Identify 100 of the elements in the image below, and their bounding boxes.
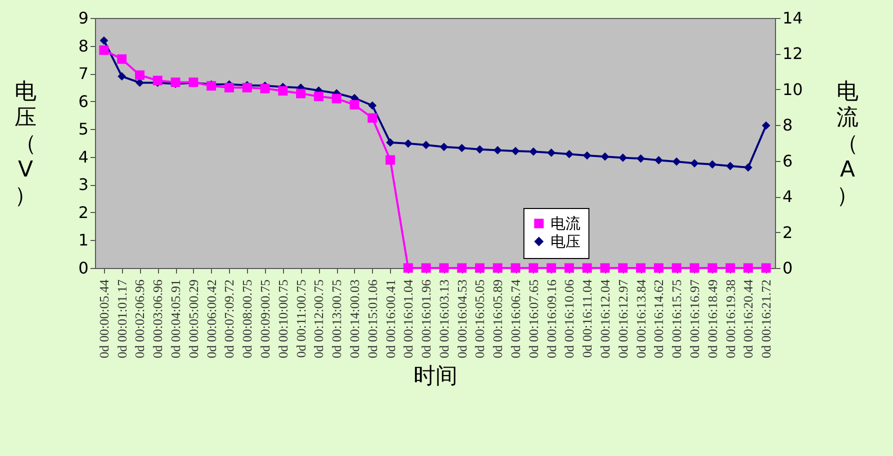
point <box>474 263 484 273</box>
point <box>618 263 628 273</box>
point <box>134 70 144 80</box>
y-axis-title: 电压（V） <box>14 80 36 208</box>
x-tick-label: 0d 00:04:05.91 <box>168 280 184 358</box>
point <box>224 82 234 92</box>
x-tick-label: 0d 00:06:00.42 <box>204 280 219 358</box>
point <box>636 263 646 273</box>
x-tick-label: 0d 00:16:19.38 <box>722 280 738 358</box>
point <box>564 263 574 273</box>
y2-tick-label: 6 <box>782 151 793 170</box>
point <box>547 148 556 157</box>
point <box>744 163 752 172</box>
x-tick-label: 0d 00:13:00.75 <box>329 280 344 358</box>
point <box>457 263 467 273</box>
point <box>260 84 270 94</box>
point <box>117 54 127 64</box>
x-tick-label: 0d 00:08:00.75 <box>240 280 255 358</box>
point <box>458 144 466 152</box>
x-tick-label: 0d 00:16:09.16 <box>544 279 559 358</box>
x-tick-label: 0d 00:16:10.06 <box>562 279 577 358</box>
x-tick-label: 0d 00:03:06.96 <box>150 279 166 358</box>
x-tick-label: 0d 00:05:00.29 <box>186 280 201 358</box>
x-tick-label: 0d 00:11:00.75 <box>293 280 308 358</box>
point <box>350 100 360 110</box>
x-tick-label: 0d 00:16:12.04 <box>598 279 612 358</box>
point <box>708 263 718 273</box>
point <box>511 146 520 156</box>
point <box>314 92 324 102</box>
point <box>403 263 413 273</box>
x-tick-label: 0d 00:16:20.44 <box>740 279 756 358</box>
y-tick-label: 1 <box>78 230 88 250</box>
x-tick-label: 0d 00:02:06.96 <box>132 279 148 358</box>
y-tick-label: 2 <box>78 202 88 222</box>
point <box>510 263 520 273</box>
point <box>332 94 342 104</box>
point <box>439 263 449 273</box>
point <box>600 263 610 273</box>
x-tick-label: 0d 00:01:01.17 <box>114 279 130 358</box>
point <box>726 263 736 273</box>
y2-tick-label: 4 <box>782 187 793 206</box>
x-tick-label: 0d 00:10:00.75 <box>275 280 290 358</box>
y-tick-label: 0 <box>78 258 88 278</box>
x-tick-label: 0d 00:16:13.84 <box>633 279 648 358</box>
x-tick-label: 0d 00:16:15.75 <box>669 280 684 358</box>
x-tick-label: 0d 00:00:05.44 <box>96 279 112 358</box>
y-tick-label: 6 <box>78 92 88 111</box>
point <box>528 263 538 273</box>
x-tick-label: 0d 00:16:06.74 <box>508 279 524 358</box>
y-tick-label: 7 <box>78 64 88 84</box>
point <box>242 82 252 92</box>
point <box>690 159 699 168</box>
x-tick-label: 0d 00:16:01.96 <box>418 279 434 358</box>
y-tick-label: 9 <box>78 8 88 28</box>
x-tick-label: 0d 00:16:05.89 <box>490 280 506 358</box>
point <box>476 145 484 154</box>
point <box>618 154 628 162</box>
x-tick-label: 0d 00:09:00.75 <box>258 280 272 358</box>
point <box>726 162 734 170</box>
y2-tick-label: 0 <box>782 258 793 278</box>
point <box>654 156 663 164</box>
point <box>136 78 144 87</box>
x-tick-label: 0d 00:16:03.13 <box>436 280 452 358</box>
point <box>636 154 645 163</box>
x-tick-label: 0d 00:12:00.75 <box>311 280 326 358</box>
x-tick-label: 0d 00:16:11.04 <box>580 279 595 358</box>
x-axis-title: 时间 <box>414 364 458 390</box>
x-tick-label: 0d 00:16:12.97 <box>615 279 630 358</box>
point <box>565 150 574 158</box>
point <box>386 138 394 147</box>
point <box>368 113 378 123</box>
point <box>672 157 681 166</box>
point <box>761 263 771 273</box>
x-tick-label: 0d 00:16:05.05 <box>472 280 488 358</box>
point <box>492 263 502 273</box>
legend-label: 电流 <box>550 214 580 232</box>
point <box>762 121 770 130</box>
point <box>690 263 700 273</box>
point <box>278 86 288 96</box>
point <box>654 263 664 273</box>
point <box>118 72 126 81</box>
y-tick-label: 4 <box>78 147 88 166</box>
x-tick-label: 0d 00:16:14.62 <box>651 280 666 358</box>
y2-tick-label: 10 <box>782 80 803 99</box>
point <box>672 263 682 273</box>
point <box>368 101 377 110</box>
y2-tick-label: 2 <box>782 222 793 242</box>
point <box>546 263 556 273</box>
point <box>600 152 610 161</box>
x-tick-label: 0d 00:15:01.06 <box>364 279 380 358</box>
x-tick-label: 0d 00:16:18.49 <box>704 280 720 358</box>
y-tick-label: 3 <box>78 175 88 194</box>
x-tick-label: 0d 00:16:16.97 <box>686 279 702 358</box>
point <box>386 155 396 165</box>
x-tick-label: 0d 00:16:01.04 <box>400 279 416 358</box>
point <box>493 146 502 154</box>
point <box>296 88 306 98</box>
y2-axis-title: 电流（A） <box>836 80 858 208</box>
point <box>440 142 448 152</box>
point <box>708 160 717 169</box>
